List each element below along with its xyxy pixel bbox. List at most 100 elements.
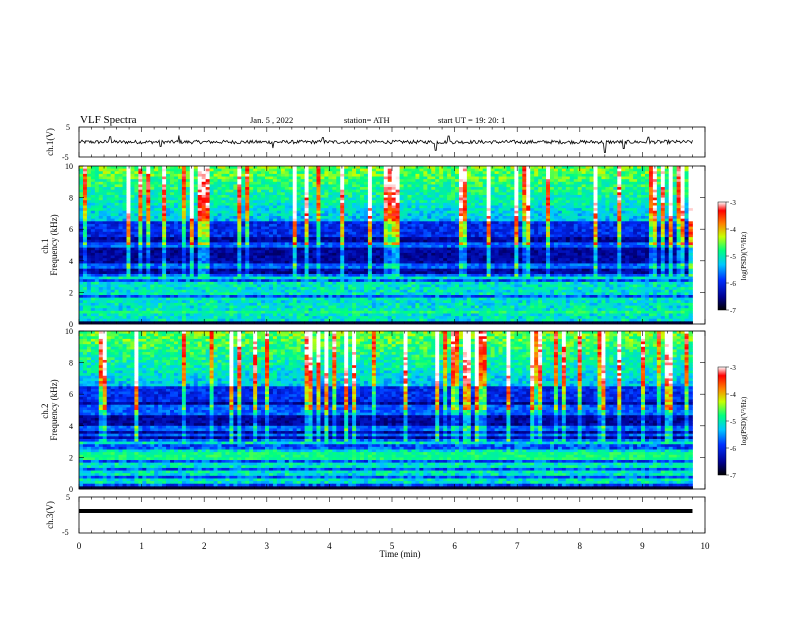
spectrogram-cell bbox=[91, 192, 95, 195]
spectrogram-cell bbox=[439, 240, 443, 243]
spectrogram-cell bbox=[91, 208, 95, 211]
spectrogram-cell bbox=[514, 192, 518, 195]
spectrogram-cell bbox=[518, 192, 522, 195]
spectrogram-cell bbox=[574, 198, 578, 201]
spectrogram-cell bbox=[431, 242, 435, 245]
spectrogram-cell bbox=[150, 174, 154, 177]
spectrogram-cell bbox=[408, 227, 412, 230]
spectrogram-cell bbox=[415, 166, 419, 169]
spectrogram-cell bbox=[443, 200, 447, 203]
spectrogram-cell bbox=[316, 177, 320, 180]
spectrogram-cell bbox=[475, 224, 479, 227]
spectrogram-cell bbox=[328, 198, 332, 201]
spectrogram-cell bbox=[510, 174, 514, 177]
spectrogram-cell bbox=[324, 177, 328, 180]
spectrogram-cell bbox=[142, 198, 146, 201]
spectrogram-cell bbox=[297, 174, 301, 177]
spectrogram-cell bbox=[518, 229, 522, 232]
spectrogram-cell bbox=[297, 190, 301, 193]
spectrogram-cell bbox=[514, 229, 518, 232]
spectrogram-cell bbox=[427, 229, 431, 232]
spectrogram-cell bbox=[376, 224, 380, 227]
spectrogram-cell bbox=[673, 232, 677, 235]
spectrogram-cell bbox=[241, 200, 245, 203]
spectrogram-cell bbox=[550, 166, 554, 169]
spectrogram-cell bbox=[578, 242, 582, 245]
spectrogram-cell bbox=[225, 203, 229, 206]
spectrogram-cell bbox=[518, 224, 522, 227]
spectrogram-cell bbox=[332, 216, 336, 219]
spectrogram-cell bbox=[562, 208, 566, 211]
spectrogram-cell bbox=[669, 169, 673, 172]
spectrogram-cell bbox=[316, 206, 320, 209]
spectrogram-cell bbox=[562, 216, 566, 219]
spectrogram-cell bbox=[534, 208, 538, 211]
spectrogram-cell bbox=[257, 224, 261, 227]
spectrogram-cell bbox=[241, 240, 245, 243]
spectrogram-cell bbox=[218, 245, 222, 248]
spectrogram-cell bbox=[130, 208, 134, 211]
spectrogram-cell bbox=[419, 240, 423, 243]
spectrogram-cell bbox=[162, 166, 166, 169]
spectrogram-cell bbox=[665, 169, 669, 172]
spectrogram-cell bbox=[487, 203, 491, 206]
spectrogram-cell bbox=[408, 242, 412, 245]
spectrogram-cell bbox=[546, 221, 550, 224]
spectrogram-cell bbox=[328, 219, 332, 222]
spectrogram-cell bbox=[202, 224, 206, 227]
spectrogram-cell bbox=[210, 245, 214, 248]
spectrogram-cell bbox=[459, 211, 463, 214]
spectrogram-cell bbox=[277, 245, 281, 248]
spectrogram-cell bbox=[340, 242, 344, 245]
spectrogram-cell bbox=[665, 240, 669, 243]
spectrogram-cell bbox=[427, 232, 431, 235]
spectrogram-cell bbox=[625, 211, 629, 214]
spectrogram-cell bbox=[649, 242, 653, 245]
spectrogram-cell bbox=[206, 245, 210, 248]
spectrogram-cell bbox=[107, 192, 111, 195]
spectrogram-cell bbox=[400, 208, 404, 211]
spectrogram-cell bbox=[566, 179, 570, 182]
spectrogram-cell bbox=[249, 195, 253, 198]
spectrogram-cell bbox=[689, 229, 693, 232]
spectrogram-cell bbox=[174, 208, 178, 211]
spectrogram-cell bbox=[158, 171, 162, 174]
spectrogram-cell bbox=[348, 219, 352, 222]
spectrogram-cell bbox=[289, 166, 293, 169]
spectrogram-cell bbox=[178, 237, 182, 240]
spectrogram-cell bbox=[400, 182, 404, 185]
spectrogram-cell bbox=[233, 190, 237, 193]
spectrogram-cell bbox=[396, 174, 400, 177]
spectrogram-cell bbox=[479, 229, 483, 232]
spectrogram-cell bbox=[356, 248, 360, 251]
spectrogram-cell bbox=[506, 184, 510, 187]
spectrogram-cell bbox=[289, 200, 293, 203]
spectrogram-cell bbox=[665, 208, 669, 211]
spectrogram-cell bbox=[182, 237, 186, 240]
spectrogram-cell bbox=[194, 169, 198, 172]
spectrogram-cell bbox=[669, 174, 673, 177]
spectrogram-cell bbox=[107, 216, 111, 219]
spectrogram-cell bbox=[79, 187, 83, 190]
spectrogram-cell bbox=[79, 192, 83, 195]
spectrogram-cell bbox=[297, 234, 301, 237]
spectrogram-cell bbox=[332, 227, 336, 230]
spectrogram-cell bbox=[435, 213, 439, 216]
spectrogram-cell bbox=[210, 237, 214, 240]
spectrogram-cell bbox=[550, 206, 554, 209]
spectrogram-cell bbox=[415, 187, 419, 190]
spectrogram-cell bbox=[297, 237, 301, 240]
spectrogram-cell bbox=[629, 171, 633, 174]
spectrogram-cell bbox=[673, 179, 677, 182]
spectrogram-cell bbox=[641, 213, 645, 216]
spectrogram-cell bbox=[336, 169, 340, 172]
spectrogram-cell bbox=[218, 216, 222, 219]
spectrogram-cell bbox=[328, 192, 332, 195]
spectrogram-cell bbox=[253, 184, 257, 187]
spectrogram-cell bbox=[344, 182, 348, 185]
spectrogram-cell bbox=[637, 192, 641, 195]
spectrogram-cell bbox=[158, 240, 162, 243]
spectrogram-cell bbox=[613, 203, 617, 206]
spectrogram-cell bbox=[233, 195, 237, 198]
spectrogram-cell bbox=[677, 174, 681, 177]
